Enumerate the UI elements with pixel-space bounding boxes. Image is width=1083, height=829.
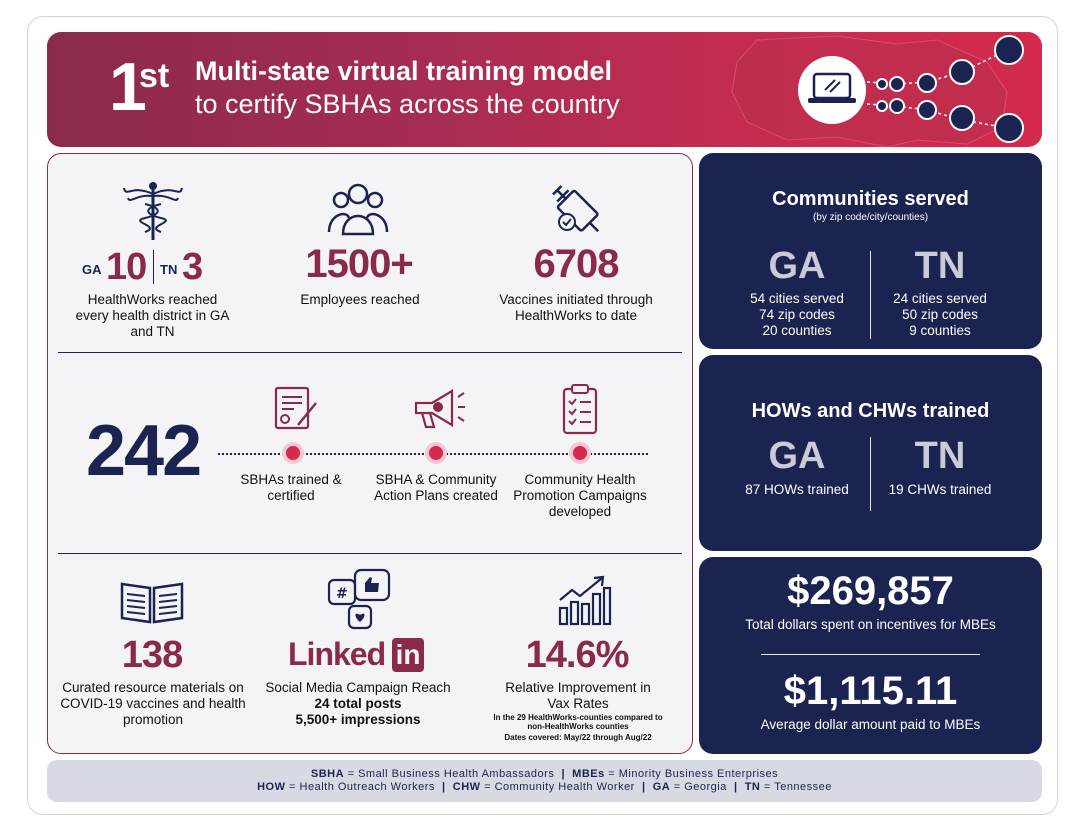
ga-counties: 20 counties <box>762 323 832 338</box>
separator: | <box>641 781 646 793</box>
linkedin-wordmark: Linked <box>288 636 386 672</box>
column-divider <box>870 251 871 339</box>
bar-chart-growth-icon <box>558 575 612 626</box>
tn-chws-trained: 19 CHWs trained <box>888 482 992 497</box>
header-banner: 1 st Multi-state virtual training model … <box>47 32 1042 147</box>
footer-row-2: HOW = Health Outreach Workers | CHW = Co… <box>47 781 1042 794</box>
health-district-caption: HealthWorks reached every health distric… <box>75 292 230 339</box>
tn-trained-heading: TN <box>914 435 966 477</box>
communities-served-panel: Communities served (by zip code/city/cou… <box>699 153 1042 349</box>
people-group-icon <box>327 183 389 236</box>
total-posts: 24 total posts <box>314 696 402 711</box>
divider-bottom <box>58 553 682 554</box>
ga-heading: GA <box>768 245 826 287</box>
average-dollars-caption: Average dollar amount paid to MBEs <box>760 717 981 732</box>
tn-heading: TN <box>914 245 966 287</box>
vaccines-value: 6708 <box>533 242 620 286</box>
rank-number: 1 <box>109 49 147 125</box>
megaphone-icon <box>414 389 465 429</box>
average-dollars-value: $1,115.11 <box>783 669 958 713</box>
vax-dates: Dates covered: May/22 through Aug/22 <box>504 733 652 742</box>
resource-materials-value: 138 <box>121 634 183 676</box>
ga-district-count: 10 <box>106 246 147 288</box>
campaigns-caption: Community Health Promotion Campaigns dev… <box>513 472 647 519</box>
ga-label: GA <box>82 262 102 277</box>
book-icon <box>120 582 184 624</box>
svg-text:#: # <box>336 586 348 602</box>
employees-caption: Employees reached <box>300 292 420 307</box>
communities-title: Communities served <box>772 188 969 210</box>
communities-subtitle: (by zip code/city/counties) <box>812 212 929 223</box>
certificate-icon <box>274 386 317 430</box>
separator: | <box>442 781 446 793</box>
social-media-caption: Social Media Campaign Reach <box>265 680 451 695</box>
action-plans-caption: SBHA & Community Action Plans created <box>374 472 498 503</box>
ga-communities: 54 cities served 74 zip codes 20 countie… <box>712 291 882 339</box>
tn-communities: 24 cities served 50 zip codes 9 counties <box>855 291 1025 339</box>
abbr-mbes: MBEs <box>572 768 605 780</box>
resource-materials-caption: Curated resource materials on COVID-19 v… <box>60 680 246 727</box>
def-sbha: = Small Business Health Ambassadors <box>344 768 555 780</box>
ga-cities: 54 cities served <box>750 291 844 306</box>
vax-improvement-caption: Relative Improvement in Vax Rates <box>505 680 651 711</box>
divider-top <box>58 352 682 353</box>
clipboard-checklist-icon <box>562 384 598 435</box>
tn-zip-codes: 50 zip codes <box>902 307 978 322</box>
footer-row-1: SBHA = Small Business Health Ambassadors… <box>47 768 1042 781</box>
abbr-sbha: SBHA <box>310 768 345 780</box>
health-district-stat: GA 10 TN 3 <box>80 246 228 288</box>
abbr-tn: TN <box>744 781 761 793</box>
caduceus-icon <box>123 182 183 240</box>
ga-zip-codes: 74 zip codes <box>759 307 835 322</box>
ga-trained-heading: GA <box>768 435 826 477</box>
timeline-dot <box>573 446 587 460</box>
us-map-network-icon <box>731 35 1024 147</box>
divider <box>153 250 154 284</box>
def-ga: = Georgia <box>670 781 727 793</box>
tn-counties: 9 counties <box>909 323 971 338</box>
abbr-chw: CHW <box>452 781 481 793</box>
banner-subtitle: to certify SBHAs across the country <box>195 89 620 119</box>
column-divider <box>870 437 871 511</box>
total-dollars-caption: Total dollars spent on incentives for MB… <box>745 617 996 632</box>
tn-label: TN <box>160 262 178 277</box>
vax-improvement-value: 14.6% <box>525 634 630 676</box>
sbha-trained-caption: SBHAs trained & certified <box>240 472 342 503</box>
employees-reached-value: 1500+ <box>305 242 413 286</box>
trained-title: HOWs and CHWs trained <box>751 400 990 422</box>
ga-hows-trained: 87 HOWs trained <box>745 482 849 497</box>
def-chw: = Community Health Worker <box>480 781 635 793</box>
social-media-icon: # <box>327 568 391 630</box>
linkedin-box: in <box>391 637 425 672</box>
def-tn: = Tennessee <box>760 781 832 793</box>
divider <box>761 654 980 655</box>
abbr-how: HOW <box>257 781 286 793</box>
impressions: 5,500+ impressions <box>295 712 421 727</box>
banner-title: Multi-state virtual training model <box>195 56 613 86</box>
vax-note: In the 29 HealthWorks-counties compared … <box>493 713 663 731</box>
tn-district-count: 3 <box>182 246 204 288</box>
mbe-dollars-panel: $269,857 Total dollars spent on incentiv… <box>699 557 1042 754</box>
rank-suffix: st <box>139 57 170 95</box>
timeline-dot <box>286 446 300 460</box>
total-dollars-value: $269,857 <box>787 569 954 613</box>
linkedin-logo: Linked in <box>288 636 425 672</box>
vaccines-caption: Vaccines initiated through HealthWorks t… <box>499 292 653 323</box>
timeline-dot <box>429 446 443 460</box>
sbha-total-value: 242 <box>86 411 202 491</box>
def-mbes: = Minority Business Enterprises <box>604 768 779 780</box>
tn-cities: 24 cities served <box>893 291 987 306</box>
separator: | <box>733 781 738 793</box>
def-how: = Health Outreach Workers <box>285 781 435 793</box>
abbreviations-footer: SBHA = Small Business Health Ambassadors… <box>47 760 1042 802</box>
separator: | <box>561 768 566 780</box>
syringe-icon <box>552 185 600 233</box>
hows-chws-panel: HOWs and CHWs trained GA 87 HOWs trained… <box>699 355 1042 551</box>
abbr-ga: GA <box>652 781 671 793</box>
